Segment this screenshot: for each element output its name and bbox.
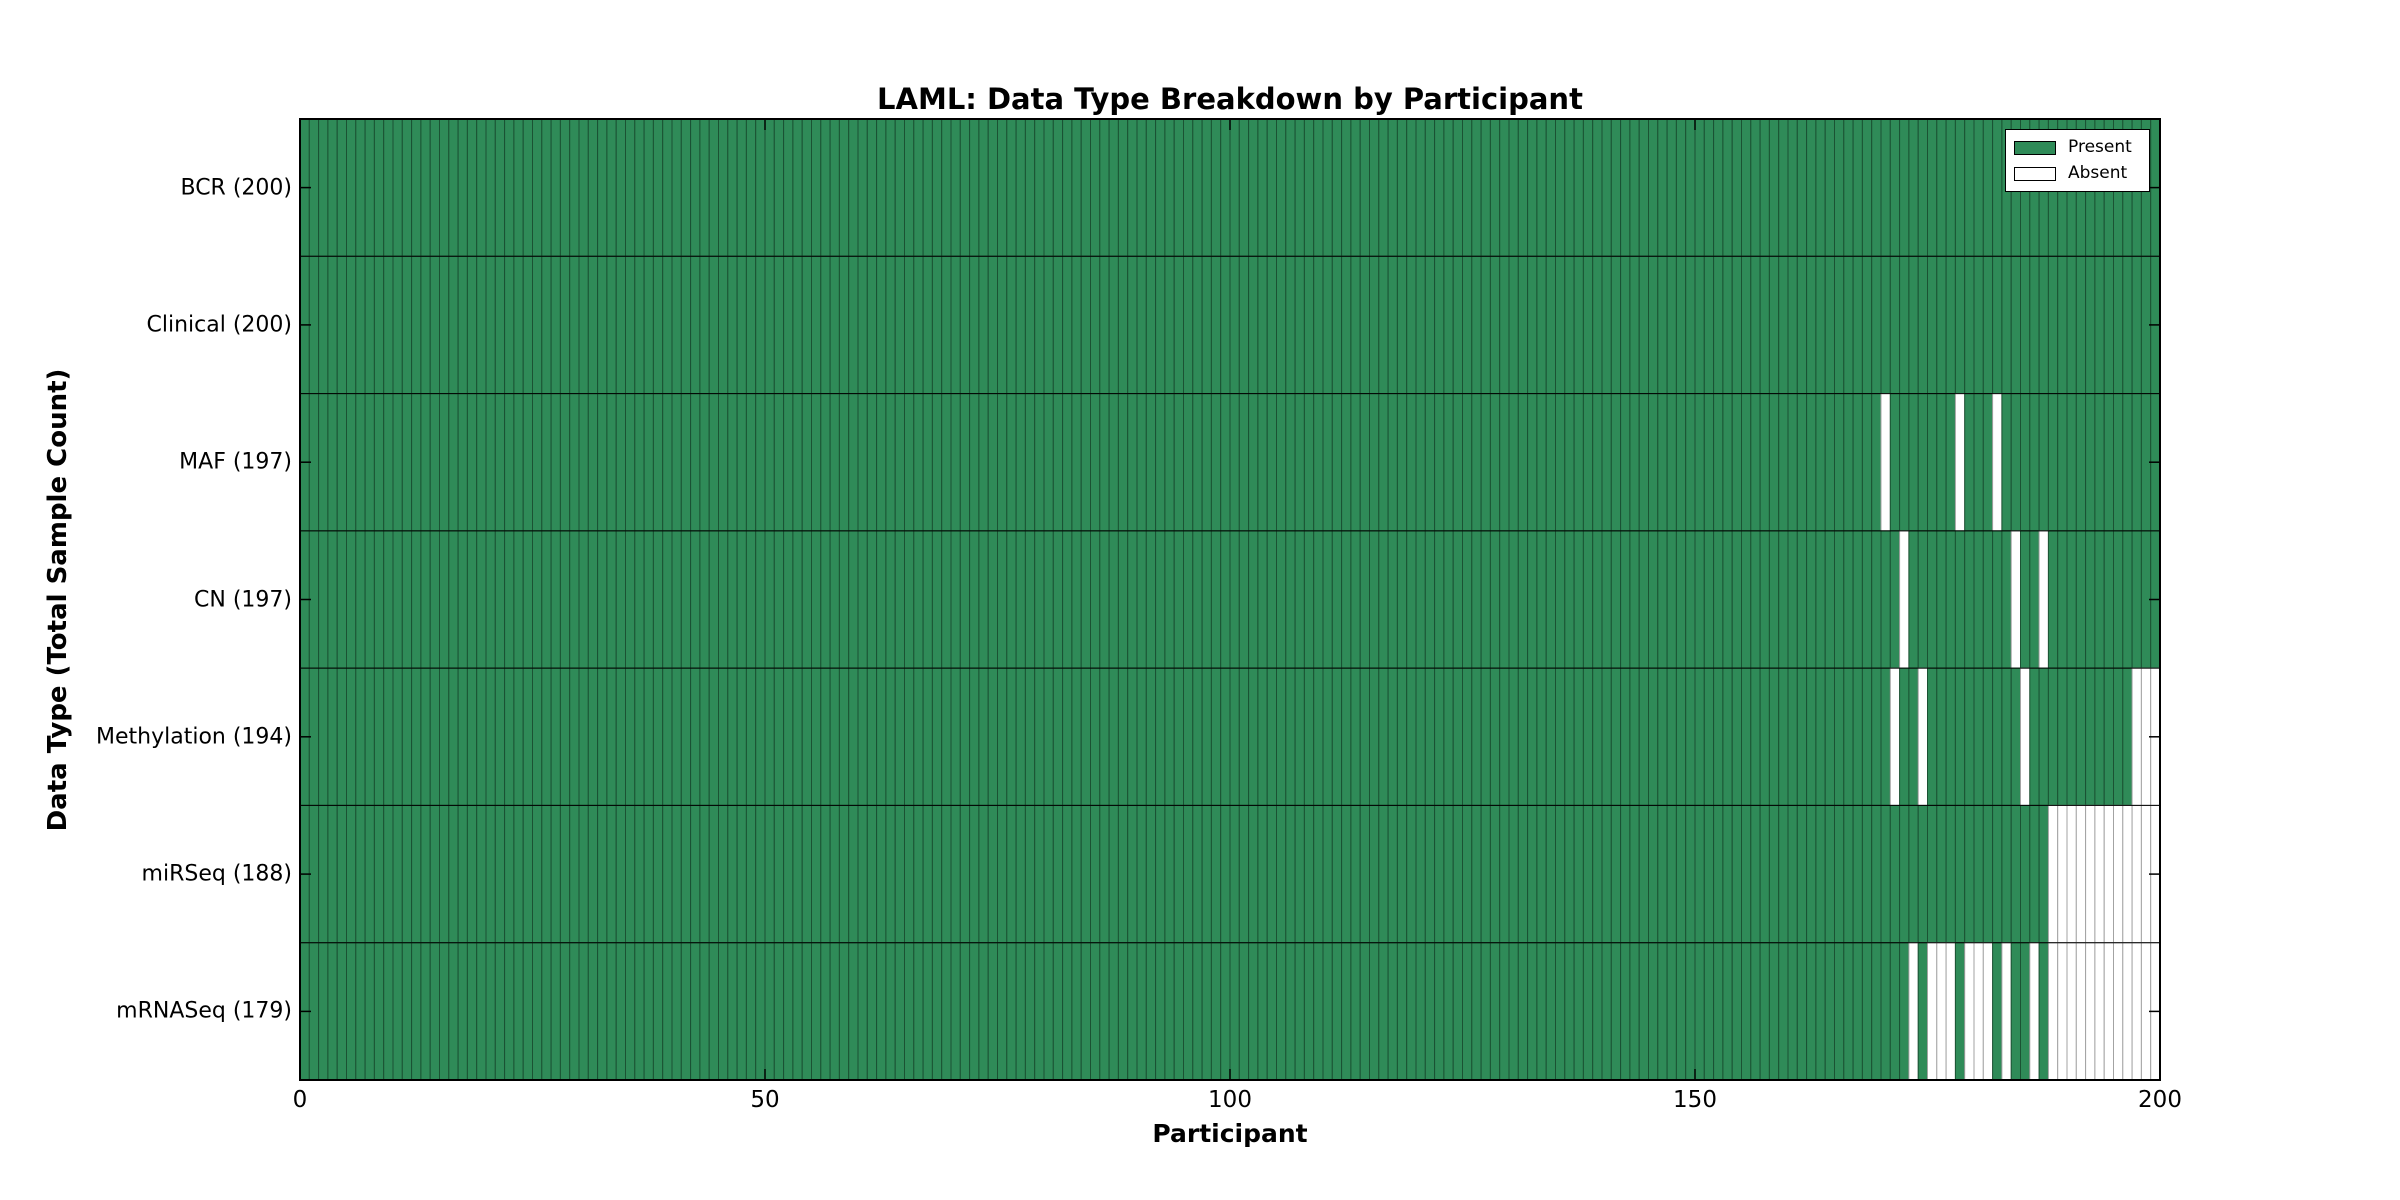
x-tick-label: 100 xyxy=(1208,1087,1252,1113)
legend-entry-present: Present xyxy=(2006,139,2149,156)
legend: Present Absent xyxy=(2005,129,2150,192)
y-axis-label: Data Type (Total Sample Count) xyxy=(43,368,73,832)
y-tick-label: CN (197) xyxy=(194,587,292,612)
legend-swatch-present xyxy=(2014,140,2056,155)
x-tick-label: 150 xyxy=(1673,1087,1717,1113)
y-tick-label: MAF (197) xyxy=(179,449,292,475)
x-tick-label: 0 xyxy=(292,1087,308,1113)
legend-entry-absent: Absent xyxy=(2006,165,2149,182)
y-tick-label: miRSeq (188) xyxy=(141,861,292,887)
x-tick-label: 50 xyxy=(750,1087,780,1113)
y-tick-label: Clinical (200) xyxy=(146,312,292,338)
y-tick-label: Methylation (194) xyxy=(96,724,292,750)
legend-swatch-absent xyxy=(2014,166,2056,181)
y-tick-label: mRNASeq (179) xyxy=(116,998,292,1024)
y-tick-label: BCR (200) xyxy=(180,175,292,201)
chart-title: LAML: Data Type Breakdown by Participant xyxy=(877,82,1583,116)
x-axis-label: Participant xyxy=(1152,1119,1308,1148)
x-tick-label: 200 xyxy=(2138,1087,2182,1113)
legend-label-absent: Absent xyxy=(2068,163,2128,183)
legend-label-present: Present xyxy=(2068,137,2132,157)
